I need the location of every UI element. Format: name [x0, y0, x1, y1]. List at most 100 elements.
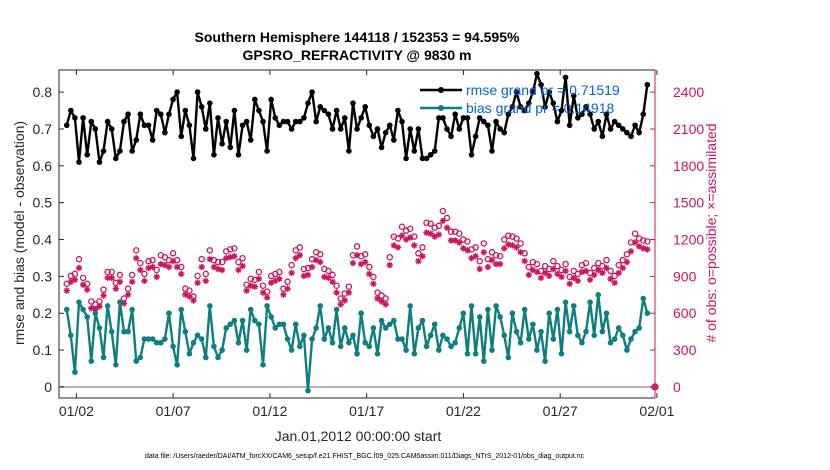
legend-rmse-label: rmse grand pr = 0.71519	[466, 82, 620, 98]
rmse-point	[452, 111, 458, 118]
assimilated-obs-point	[349, 259, 357, 267]
rmse-point	[231, 107, 238, 114]
asterisk-stroke	[162, 262, 168, 268]
assimilated-obs-point	[398, 232, 406, 239]
bias-point	[530, 321, 536, 328]
possible-obs-point	[206, 247, 214, 254]
bias-point	[182, 328, 189, 335]
asterisk-stroke	[530, 267, 536, 273]
rmse-point	[407, 126, 413, 132]
bias-point	[550, 336, 557, 342]
asterisk-stroke	[472, 253, 479, 259]
assimilated-obs-point	[71, 276, 79, 284]
bias-point	[227, 321, 234, 328]
rmse-point	[137, 111, 144, 118]
possible-obs-point	[423, 219, 430, 227]
bias-point	[239, 317, 246, 324]
bias-point	[476, 314, 483, 320]
rmse-point	[476, 115, 483, 121]
assimilated-obs-point	[75, 264, 83, 272]
rmse-point	[272, 115, 279, 121]
possible-obs-point	[366, 263, 373, 271]
assimilated-obs-point	[100, 292, 107, 299]
y-right-tick-label: 0	[673, 379, 681, 395]
asterisk-stroke	[505, 241, 512, 248]
y-tick-label: 0	[44, 379, 52, 395]
asterisk-stroke	[599, 270, 606, 276]
bias-point	[198, 336, 205, 342]
assimilated-obs-point	[263, 294, 271, 301]
possible-obs-point	[361, 251, 369, 258]
assimilated-obs-point	[456, 239, 463, 246]
asterisk-stroke	[366, 271, 373, 277]
assimilated-obs-point	[619, 264, 627, 272]
possible-obs-point	[378, 292, 385, 299]
asterisk-stroke	[464, 247, 471, 254]
assimilated-obs-point	[411, 242, 418, 249]
possible-obs-point	[496, 252, 504, 260]
asterisk-stroke	[354, 252, 360, 258]
bias-point	[354, 350, 360, 357]
bias-point	[223, 325, 230, 331]
asterisk-stroke	[305, 272, 311, 278]
assimilated-obs-point	[435, 231, 443, 238]
bias-point	[386, 321, 393, 328]
asterisk-stroke	[121, 300, 127, 307]
asterisk-stroke	[64, 287, 70, 294]
bias-point	[211, 343, 217, 350]
rmse-point	[84, 151, 90, 158]
asterisk-stroke	[211, 264, 217, 270]
rmse-point	[198, 104, 205, 110]
asterisk-stroke	[76, 265, 82, 271]
asterisk-stroke	[517, 249, 524, 256]
rmse-point	[297, 118, 303, 125]
bias-point	[337, 343, 344, 350]
legend-bias-label: bias grand pr = 0.14918	[466, 100, 614, 116]
asterisk-stroke	[194, 280, 201, 286]
rmse-point	[640, 111, 647, 118]
asterisk-stroke	[297, 252, 303, 258]
bias-point	[558, 350, 565, 357]
assimilated-obs-point	[566, 280, 573, 287]
rmse-point	[542, 104, 548, 110]
bias-point	[480, 358, 487, 364]
assimilated-obs-point	[198, 263, 205, 271]
rmse-point	[632, 122, 638, 129]
rmse-point	[247, 137, 254, 143]
possible-obs-point	[353, 243, 361, 250]
assimilated-obs-point	[517, 249, 524, 256]
y-right-axis-label: # of obs: o=possible; ×=assimilated	[703, 123, 719, 342]
asterisk-stroke	[652, 384, 658, 390]
y-right-tick-label: 300	[673, 342, 697, 358]
rmse-point	[215, 115, 221, 121]
possible-obs-point	[316, 251, 324, 258]
assimilated-obs-point	[255, 275, 263, 283]
assimilated-obs-point	[165, 263, 173, 271]
bias-point	[166, 310, 172, 317]
asterisk-stroke	[125, 291, 131, 298]
bias-point	[374, 350, 381, 357]
bias-point	[587, 299, 593, 305]
bias-point	[554, 306, 561, 313]
asterisk-stroke	[595, 267, 602, 273]
bias-point	[149, 336, 156, 342]
rmse-point	[513, 89, 520, 95]
rmse-point	[256, 107, 262, 114]
asterisk-stroke	[288, 270, 295, 276]
bias-point	[497, 314, 503, 320]
asterisk-stroke	[370, 281, 377, 287]
asterisk-stroke	[203, 278, 209, 284]
assimilated-obs-point	[137, 266, 144, 274]
possible-obs-point	[88, 298, 95, 305]
rmse-point	[464, 115, 471, 121]
bias-point	[313, 325, 319, 331]
y-axis-label: rmse and bias (model - observation)	[11, 121, 27, 345]
assimilated-obs-point	[63, 287, 70, 294]
x-axis-label: Jan.01,2012 00:00:00 start	[275, 428, 442, 444]
rmse-point	[149, 137, 156, 143]
asterisk-stroke	[350, 260, 356, 266]
assimilated-obs-point	[541, 269, 549, 277]
rmse-point	[113, 155, 119, 162]
rmse-point	[80, 115, 86, 121]
bias-point	[170, 343, 176, 350]
